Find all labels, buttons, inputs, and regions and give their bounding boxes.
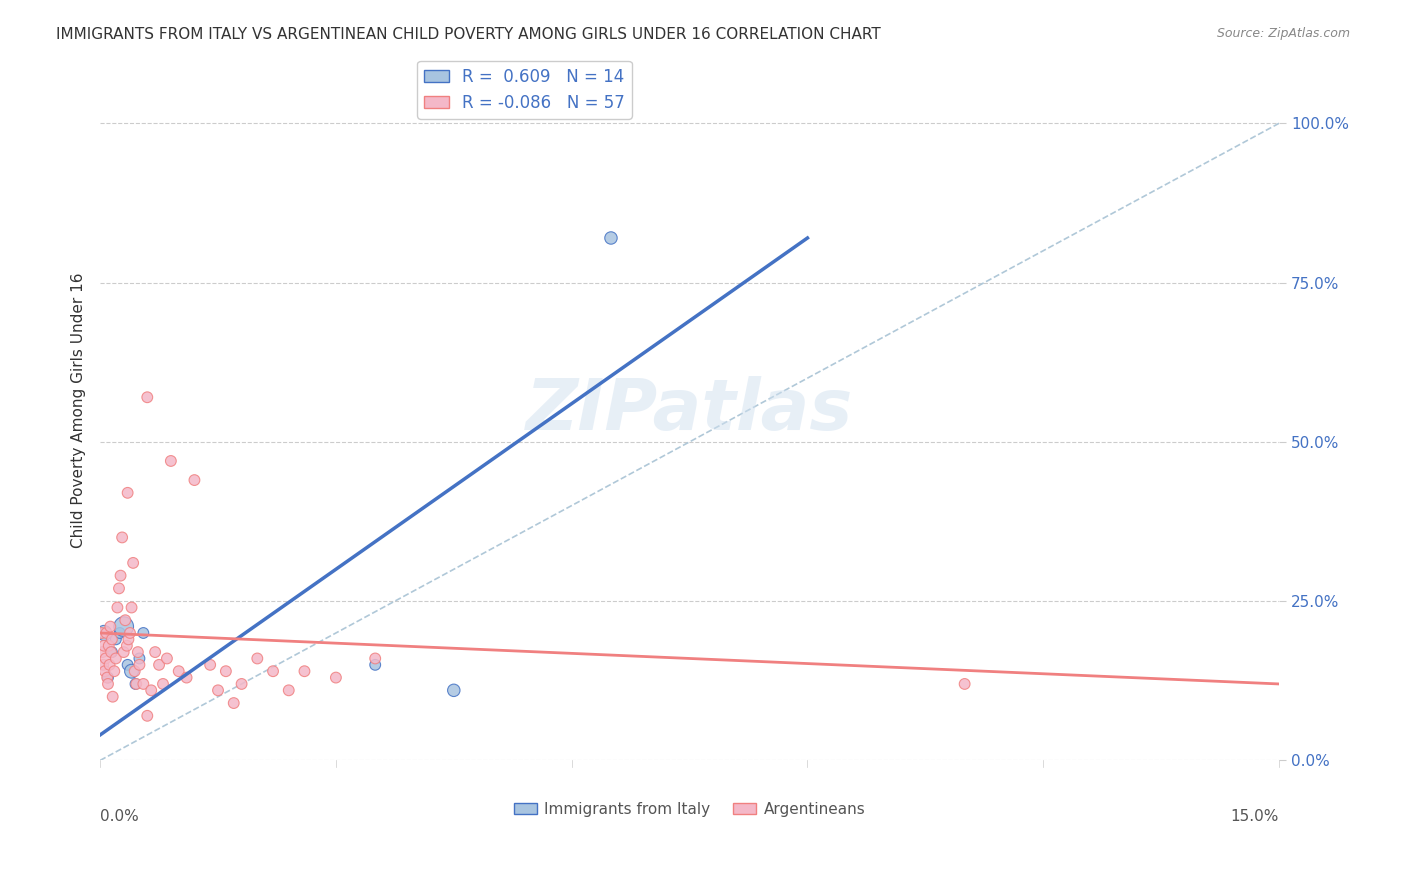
Point — [364, 657, 387, 672]
Point — [231, 677, 253, 691]
Point — [121, 664, 143, 678]
Point — [97, 671, 120, 685]
Point — [101, 645, 124, 659]
Point — [121, 600, 143, 615]
Point — [141, 683, 163, 698]
Point — [104, 632, 127, 647]
Point — [110, 568, 132, 582]
Point — [101, 632, 124, 647]
Point — [112, 619, 135, 633]
Point — [294, 664, 316, 678]
Legend: Immigrants from Italy, Argentineans: Immigrants from Italy, Argentineans — [508, 796, 872, 822]
Y-axis label: Child Poverty Among Girls Under 16: Child Poverty Among Girls Under 16 — [72, 272, 86, 548]
Point — [262, 664, 284, 678]
Point — [107, 600, 129, 615]
Point — [152, 677, 174, 691]
Point — [122, 556, 145, 570]
Point — [325, 671, 347, 685]
Point — [112, 645, 135, 659]
Point — [143, 645, 166, 659]
Point — [124, 664, 146, 678]
Text: ZIPatlas: ZIPatlas — [526, 376, 853, 444]
Point — [90, 626, 112, 640]
Text: IMMIGRANTS FROM ITALY VS ARGENTINEAN CHILD POVERTY AMONG GIRLS UNDER 16 CORRELAT: IMMIGRANTS FROM ITALY VS ARGENTINEAN CHI… — [56, 27, 882, 42]
Point — [93, 626, 115, 640]
Point — [114, 613, 136, 627]
Point — [101, 690, 124, 704]
Point — [128, 651, 150, 665]
Point — [207, 683, 229, 698]
Point — [156, 651, 179, 665]
Text: 0.0%: 0.0% — [100, 809, 139, 824]
Point — [364, 651, 387, 665]
Point — [222, 696, 245, 710]
Point — [100, 645, 122, 659]
Point — [215, 664, 238, 678]
Point — [136, 708, 159, 723]
Point — [104, 651, 127, 665]
Point — [115, 639, 138, 653]
Text: 15.0%: 15.0% — [1230, 809, 1279, 824]
Point — [246, 651, 269, 665]
Point — [98, 619, 121, 633]
Point — [128, 657, 150, 672]
Point — [132, 677, 155, 691]
Point — [198, 657, 221, 672]
Text: Source: ZipAtlas.com: Source: ZipAtlas.com — [1216, 27, 1350, 40]
Point — [91, 657, 114, 672]
Point — [277, 683, 299, 698]
Point — [111, 530, 134, 544]
Point — [117, 657, 139, 672]
Point — [176, 671, 198, 685]
Point — [98, 657, 121, 672]
Point — [117, 632, 139, 647]
Point — [443, 683, 465, 698]
Point — [183, 473, 205, 487]
Point — [127, 645, 149, 659]
Point — [108, 582, 131, 596]
Point — [96, 671, 118, 685]
Point — [117, 485, 139, 500]
Point — [136, 390, 159, 404]
Point — [132, 626, 155, 640]
Point — [167, 664, 190, 678]
Point — [103, 664, 125, 678]
Point — [97, 639, 120, 653]
Point — [600, 231, 623, 245]
Point — [124, 677, 146, 691]
Point — [118, 626, 141, 640]
Point — [94, 651, 117, 665]
Point — [97, 677, 120, 691]
Point — [148, 657, 170, 672]
Point — [93, 639, 115, 653]
Point — [94, 664, 117, 678]
Point — [953, 677, 976, 691]
Point — [108, 626, 131, 640]
Point — [96, 626, 118, 640]
Point — [160, 454, 183, 468]
Point — [125, 677, 148, 691]
Point — [91, 645, 114, 659]
